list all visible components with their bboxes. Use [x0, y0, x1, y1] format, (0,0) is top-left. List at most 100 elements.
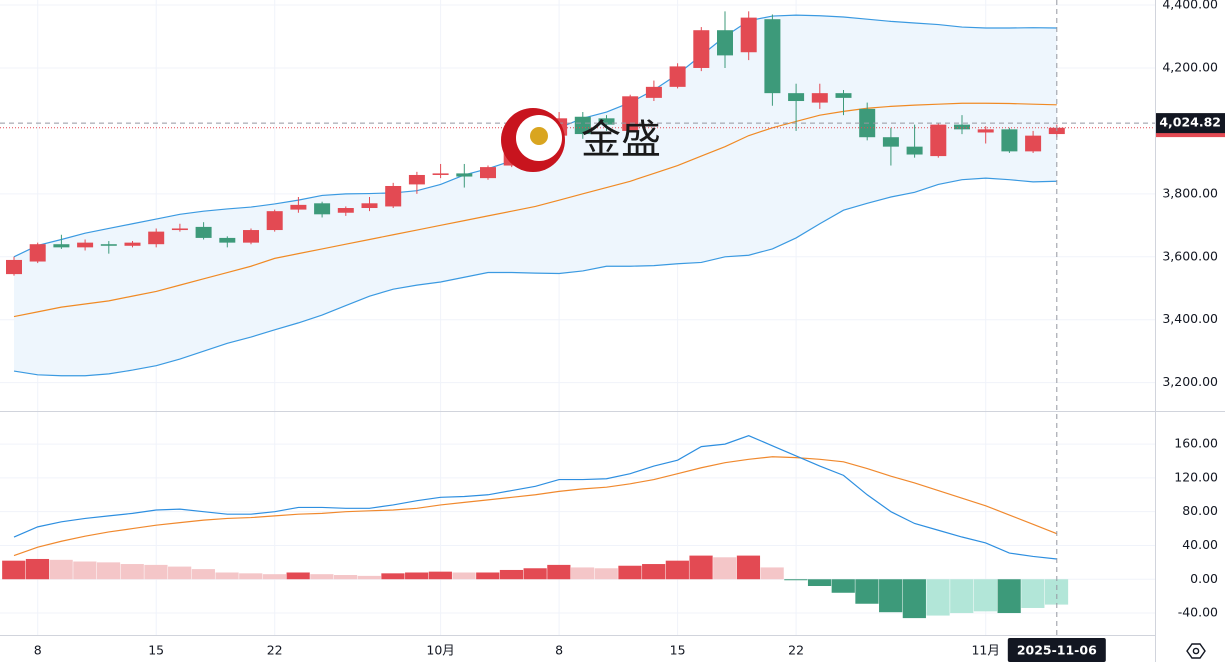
- macd-hist-bar: [547, 564, 571, 580]
- x-tick-label: 15: [148, 643, 164, 658]
- y-tick-label: 160.00: [1174, 436, 1218, 451]
- macd-hist-bar: [120, 564, 144, 580]
- candle-body: [456, 173, 473, 177]
- macd-hist-bar: [49, 559, 73, 580]
- macd-hist-bar: [879, 579, 903, 613]
- macd-hist-bar: [973, 579, 998, 612]
- macd-hist-bar: [428, 571, 452, 580]
- macd-hist-bar: [807, 579, 832, 587]
- candle-body: [266, 211, 283, 231]
- x-tick-label: 11月: [971, 643, 999, 658]
- candle-body: [171, 228, 188, 231]
- candle-body: [6, 259, 22, 275]
- candle-body: [622, 96, 639, 131]
- candle-body: [53, 244, 70, 248]
- y-tick-label: 3,400.00: [1162, 311, 1218, 326]
- candle-body: [788, 93, 805, 102]
- price-label-strip: [1156, 131, 1225, 138]
- y-tick-label: 0.00: [1190, 571, 1218, 586]
- candle-body: [764, 19, 781, 94]
- y-tick-label: 3,600.00: [1162, 248, 1218, 263]
- macd-hist-bar: [618, 565, 642, 580]
- y-tick-label: 80.00: [1182, 503, 1218, 518]
- macd-hist-bar: [902, 579, 926, 619]
- candle-body: [1025, 135, 1042, 152]
- macd-hist-bar: [2, 560, 26, 580]
- candle-body: [219, 237, 236, 243]
- candle-body: [432, 173, 449, 175]
- candle-body: [717, 30, 733, 56]
- candle-body: [480, 167, 496, 179]
- candle-body: [740, 17, 757, 53]
- macd-hist-bar: [405, 572, 429, 580]
- candle-body: [124, 242, 141, 246]
- watermark: 金盛: [581, 117, 661, 163]
- macd-hist-bar: [476, 572, 500, 580]
- settings-icon[interactable]: [1186, 643, 1206, 659]
- candle-body: [954, 124, 970, 130]
- y-tick-label: 120.00: [1174, 469, 1218, 484]
- macd-hist-bar: [689, 555, 713, 580]
- y-tick-label: 3,200.00: [1162, 374, 1218, 389]
- macd-hist-bar: [381, 573, 405, 580]
- x-tick-label: 15: [670, 643, 686, 658]
- axes: 3,200.00 3,400.00 3,600.00 3,800.00 4,200.00…: [34, 0, 1225, 662]
- candle-body: [337, 208, 354, 213]
- macd-hist-bar: [594, 568, 618, 580]
- price-label-box: [1156, 113, 1225, 134]
- macd-hist-bar: [736, 555, 761, 580]
- macd-hist-bar: [144, 564, 168, 580]
- candle-body: [835, 93, 852, 98]
- y-tick-label: 4,400.00: [1162, 0, 1218, 12]
- macd-hist-bar: [950, 579, 974, 614]
- candle-body: [290, 204, 307, 210]
- candle-body: [408, 174, 425, 185]
- candle-body: [243, 230, 259, 243]
- candle-body: [930, 124, 947, 157]
- x-tick-label: 8: [34, 643, 42, 658]
- y-tick-label: 3,800.00: [1162, 185, 1218, 200]
- candle-body: [598, 118, 615, 125]
- candle-body: [361, 203, 378, 209]
- hex[interactable]: [1186, 643, 1206, 659]
- candle-body: [811, 93, 828, 103]
- macd-hist-bar: [831, 579, 855, 593]
- candle-body: [693, 30, 710, 68]
- macd-hist-bar: [1021, 579, 1045, 608]
- macd-hist-bar: [239, 573, 263, 580]
- x-tick-label: 8: [555, 643, 563, 658]
- candle-body: [195, 226, 212, 238]
- logo: 金盛: [501, 108, 661, 172]
- macd-hist-bar: [357, 575, 381, 580]
- candle-body: [669, 66, 686, 87]
- candle-body: [314, 203, 331, 215]
- macd-hist-bar: [642, 564, 666, 580]
- macd-hist-bar: [286, 572, 310, 580]
- x-label-box: [1007, 638, 1106, 662]
- macd-hist-bar: [855, 579, 879, 604]
- candle-body: [645, 86, 662, 98]
- dot[interactable]: [1192, 647, 1200, 655]
- macd-hist-bar: [784, 579, 808, 581]
- macd-hist-bar: [499, 569, 524, 580]
- price-label: 4,024.82: [1159, 115, 1221, 130]
- macd-hist-bar: [25, 558, 50, 580]
- x-tick-label: 22: [267, 643, 283, 658]
- y-tick-label: 40.00: [1182, 537, 1218, 552]
- candle-body: [77, 242, 94, 248]
- candle-body: [574, 116, 591, 135]
- candle-body: [100, 244, 117, 246]
- band-lower: [13, 177, 1057, 377]
- macd-hist-bar: [191, 569, 215, 580]
- macd-panel: [2, 435, 1069, 619]
- candle-body: [906, 146, 923, 155]
- macd-hist-bar: [570, 567, 595, 580]
- macd-hist-bar: [760, 567, 784, 580]
- macd-hist-bar: [168, 566, 192, 580]
- logo-ball: [530, 127, 548, 145]
- candle-body: [882, 137, 899, 147]
- x-tick-label: 22: [788, 643, 804, 658]
- macd-hist-bar: [452, 572, 476, 580]
- macd-hist-bar: [333, 575, 358, 580]
